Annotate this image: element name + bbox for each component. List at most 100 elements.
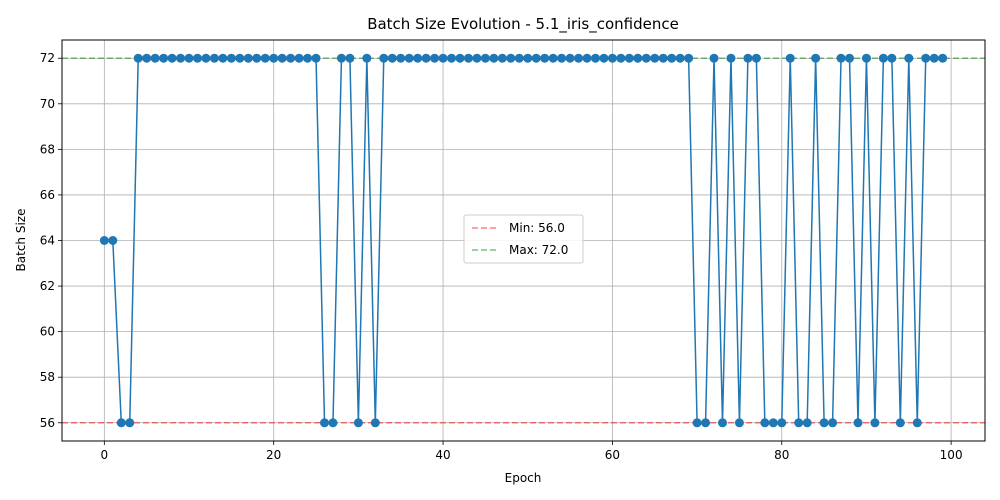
data-point — [777, 418, 787, 428]
data-point — [574, 53, 584, 63]
y-tick-label: 56 — [40, 416, 55, 430]
data-point — [142, 53, 152, 63]
data-point — [379, 53, 389, 63]
data-point — [370, 418, 380, 428]
data-point — [641, 53, 651, 63]
data-point — [853, 418, 863, 428]
data-point — [294, 53, 304, 63]
data-point — [506, 53, 516, 63]
data-point — [404, 53, 414, 63]
data-point — [209, 53, 219, 63]
series-layer — [99, 53, 948, 428]
data-point — [345, 53, 355, 63]
data-point — [895, 418, 905, 428]
data-point — [582, 53, 592, 63]
data-point — [684, 53, 694, 63]
x-tick-label: 100 — [940, 448, 963, 462]
data-point — [336, 53, 346, 63]
data-point — [480, 53, 490, 63]
data-point — [845, 53, 855, 63]
legend-label: Max: 72.0 — [509, 243, 568, 257]
y-axis-title: Batch Size — [14, 209, 28, 272]
data-point — [192, 53, 202, 63]
data-point — [286, 53, 296, 63]
x-tick-label: 60 — [605, 448, 620, 462]
data-point — [768, 418, 778, 428]
data-point — [167, 53, 177, 63]
data-point — [108, 236, 118, 245]
data-point — [870, 418, 880, 428]
data-point — [650, 53, 660, 63]
data-point — [819, 418, 829, 428]
chart-title: Batch Size Evolution - 5.1_iris_confiden… — [367, 15, 679, 34]
data-point — [472, 53, 482, 63]
data-point — [785, 53, 795, 63]
data-point — [548, 53, 558, 63]
y-tick-label: 66 — [40, 188, 55, 202]
data-point — [523, 53, 533, 63]
data-point — [743, 53, 753, 63]
data-point — [540, 53, 550, 63]
data-point — [726, 53, 736, 63]
data-point — [624, 53, 634, 63]
y-ticks: 56 58 60 62 64 66 68 70 72 — [40, 51, 62, 430]
x-tick-label: 20 — [266, 448, 281, 462]
data-point — [565, 53, 575, 63]
data-point — [912, 418, 922, 428]
data-point — [463, 53, 473, 63]
data-point — [320, 418, 330, 428]
data-point — [607, 53, 617, 63]
data-point — [675, 53, 685, 63]
data-point — [226, 53, 236, 63]
grid — [62, 40, 985, 441]
data-point — [633, 53, 643, 63]
data-point — [447, 53, 457, 63]
data-point — [794, 418, 804, 428]
x-tick-label: 0 — [101, 448, 109, 462]
data-point — [921, 53, 931, 63]
data-point — [489, 53, 499, 63]
data-point — [811, 53, 821, 63]
data-point — [734, 418, 744, 428]
data-point — [938, 53, 948, 63]
data-point — [557, 53, 567, 63]
x-ticks: 0 20 40 60 80 100 — [101, 441, 963, 462]
legend: Min: 56.0 Max: 72.0 — [463, 214, 584, 264]
data-point — [269, 53, 279, 63]
data-point — [878, 53, 888, 63]
data-point — [387, 53, 397, 63]
data-point — [125, 418, 135, 428]
data-point — [311, 53, 321, 63]
y-tick-label: 64 — [40, 234, 55, 248]
y-tick-label: 72 — [40, 51, 55, 65]
data-point — [159, 53, 169, 63]
y-tick-label: 58 — [40, 370, 55, 384]
data-point — [133, 53, 143, 63]
data-point — [887, 53, 897, 63]
data-point — [692, 418, 702, 428]
data-point — [243, 53, 253, 63]
data-point — [277, 53, 287, 63]
legend-box — [463, 214, 584, 264]
data-point — [116, 418, 126, 428]
data-point — [328, 418, 338, 428]
data-point — [396, 53, 406, 63]
x-tick-label: 40 — [435, 448, 450, 462]
data-point — [514, 53, 524, 63]
y-tick-label: 68 — [40, 142, 55, 156]
x-axis-title: Epoch — [505, 471, 542, 485]
data-point — [658, 53, 668, 63]
data-point — [861, 53, 871, 63]
data-point — [362, 53, 372, 63]
data-point — [176, 53, 186, 63]
data-point — [235, 53, 245, 63]
data-point — [184, 53, 194, 63]
y-tick-label: 70 — [40, 97, 55, 111]
x-tick-label: 80 — [774, 448, 789, 462]
data-point — [413, 53, 423, 63]
y-tick-label: 62 — [40, 279, 55, 293]
data-point — [599, 53, 609, 63]
data-point — [904, 53, 914, 63]
data-point — [201, 53, 211, 63]
data-point — [99, 236, 109, 245]
